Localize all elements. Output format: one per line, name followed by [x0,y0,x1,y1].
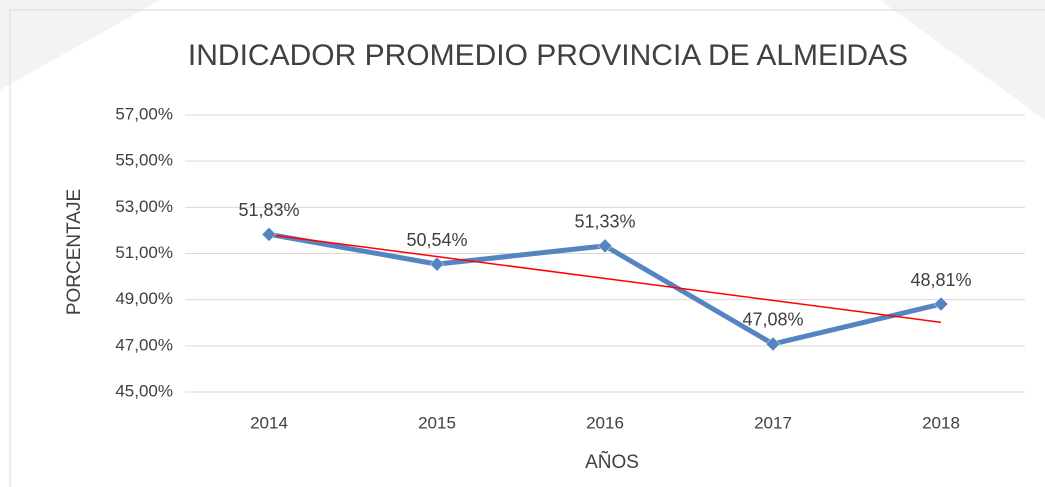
data-label: 51,83% [238,200,299,220]
x-tick-label: 2015 [418,413,456,432]
x-tick-label: 2014 [250,413,288,432]
data-point [933,296,949,312]
y-tick-label: 51,00% [115,243,173,262]
y-tick-label: 47,00% [115,335,173,354]
data-point [597,238,613,254]
y-tick-label: 49,00% [115,289,173,308]
background-shape [880,0,1045,120]
data-label: 51,33% [574,212,635,232]
y-tick-label: 57,00% [115,104,173,123]
chart-border [9,9,1045,487]
y-tick-label: 53,00% [115,197,173,216]
data-point [765,336,781,352]
data-label: 50,54% [406,230,467,250]
data-point [429,256,445,272]
data-label: 47,08% [742,310,803,330]
x-tick-label: 2017 [754,413,792,432]
data-point [261,226,277,242]
y-tick-label: 45,00% [115,381,173,400]
x-axis-label: AÑOS [585,451,639,473]
chart-title: INDICADOR PROMEDIO PROVINCIA DE ALMEIDAS [188,39,908,72]
data-label: 48,81% [910,270,971,290]
background-shape [0,0,160,90]
x-tick-label: 2018 [922,413,960,432]
x-tick-label: 2016 [586,413,624,432]
y-axis-label: PORCENTAJE [64,189,85,315]
trend-line [268,233,942,324]
y-tick-label: 55,00% [115,151,173,170]
